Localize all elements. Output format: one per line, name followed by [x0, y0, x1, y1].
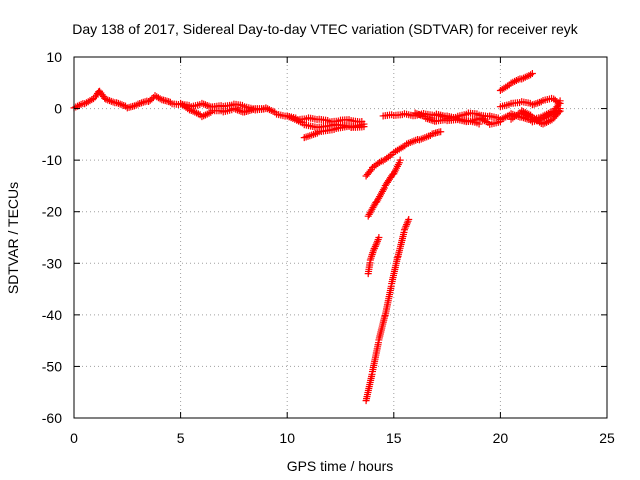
series-track: [496, 70, 536, 95]
series-track: [362, 215, 413, 405]
data-point: [371, 244, 379, 252]
x-tick-label: 10: [279, 430, 295, 446]
series-track: [518, 97, 564, 123]
series-track: [364, 156, 404, 220]
data-point: [373, 237, 381, 245]
data-point: [368, 250, 376, 258]
series-track: [283, 112, 368, 131]
data-point: [401, 224, 409, 232]
data-point: [528, 70, 536, 78]
data-layer: [70, 70, 564, 405]
x-tick-label: 20: [493, 430, 509, 446]
data-point: [475, 120, 483, 128]
x-tick-label: 15: [386, 430, 402, 446]
tick-labels: 0 5 10 15 20 25 10 0 -10 -20 -30 -40 -50 -60: [42, 49, 615, 446]
data-point: [375, 234, 383, 241]
y-tick-label: 0: [54, 101, 62, 117]
series-track: [362, 128, 445, 180]
data-point: [368, 252, 376, 260]
data-point: [156, 95, 164, 103]
data-point: [369, 249, 377, 257]
data-point: [530, 100, 538, 108]
data-point: [139, 98, 147, 106]
series-track: [364, 234, 383, 278]
series-track: [411, 109, 483, 128]
y-tick-label: -20: [42, 204, 62, 220]
x-tick-label: 25: [599, 430, 615, 446]
data-point: [372, 241, 380, 249]
series-track: [177, 99, 270, 121]
data-point: [554, 101, 562, 109]
y-axis-label: SDTVAR / TECUs: [5, 182, 21, 294]
plot-frame: [73, 56, 608, 419]
data-point: [166, 98, 174, 106]
data-point: [373, 239, 381, 247]
data-point: [437, 128, 445, 136]
x-tick-label: 0: [70, 430, 78, 446]
data-point: [148, 95, 156, 103]
data-point: [367, 254, 375, 262]
data-point: [371, 242, 379, 250]
data-point: [379, 186, 387, 194]
data-point: [556, 97, 564, 105]
data-point: [360, 123, 368, 131]
data-point: [405, 215, 413, 223]
data-point: [262, 105, 270, 113]
series-track: [496, 94, 564, 111]
series-track: [70, 87, 366, 126]
y-tick-label: -50: [42, 358, 62, 374]
data-point: [556, 107, 564, 115]
y-tick-label: -30: [42, 255, 62, 271]
chart-title: Day 138 of 2017, Sidereal Day-to-day VTE…: [72, 21, 578, 37]
data-point: [404, 217, 412, 225]
y-tick-label: 10: [46, 49, 62, 65]
data-point: [427, 116, 435, 124]
y-tick-label: -10: [42, 152, 62, 168]
data-point: [396, 156, 404, 164]
x-axis-label: GPS time / hours: [287, 458, 394, 474]
data-point: [403, 219, 411, 227]
x-tick-label: 5: [177, 430, 185, 446]
data-point: [366, 167, 374, 175]
y-tick-label: -40: [42, 307, 62, 323]
y-tick-label: -60: [42, 410, 62, 426]
data-point: [402, 222, 410, 230]
data-point: [403, 221, 411, 229]
data-point: [532, 100, 540, 108]
data-point: [537, 98, 545, 106]
data-point: [400, 226, 408, 234]
